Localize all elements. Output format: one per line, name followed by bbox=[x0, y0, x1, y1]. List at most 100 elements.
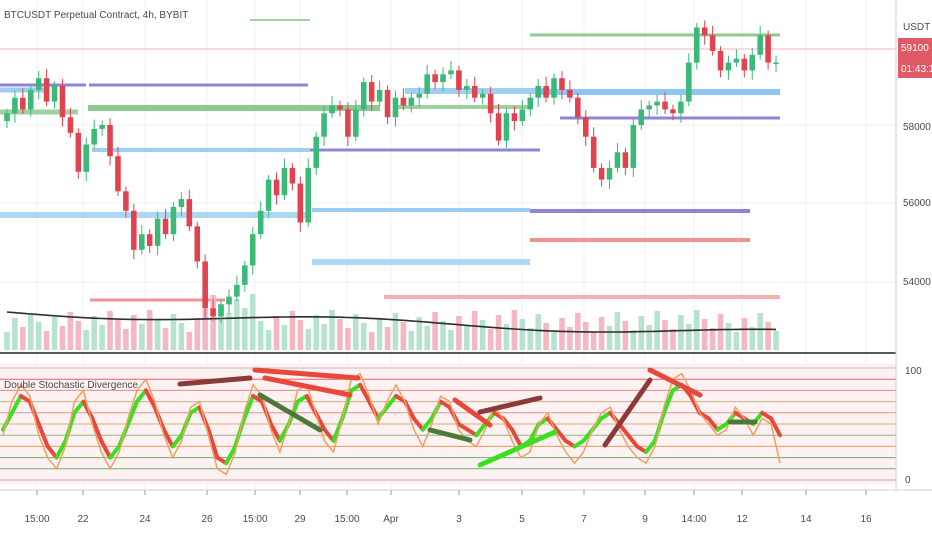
candle[interactable] bbox=[765, 35, 771, 63]
candle[interactable] bbox=[345, 109, 351, 137]
candle[interactable] bbox=[392, 97, 399, 118]
candle[interactable] bbox=[646, 105, 652, 110]
candle[interactable] bbox=[567, 89, 573, 98]
candle[interactable] bbox=[709, 35, 716, 51]
candle[interactable] bbox=[265, 179, 272, 211]
candle[interactable] bbox=[27, 89, 34, 110]
candle[interactable] bbox=[749, 54, 756, 71]
candle[interactable] bbox=[91, 128, 97, 145]
candle[interactable] bbox=[654, 101, 660, 106]
candle[interactable] bbox=[12, 97, 18, 114]
candle[interactable] bbox=[487, 93, 494, 114]
candle[interactable] bbox=[479, 93, 486, 98]
candle[interactable] bbox=[416, 93, 423, 98]
candle[interactable] bbox=[757, 35, 763, 55]
candle[interactable] bbox=[598, 167, 605, 180]
candle[interactable] bbox=[432, 74, 438, 83]
candle[interactable] bbox=[582, 117, 589, 137]
candle[interactable] bbox=[717, 50, 724, 71]
candle[interactable] bbox=[51, 86, 58, 102]
candle[interactable] bbox=[535, 86, 541, 98]
candle[interactable] bbox=[178, 199, 185, 207]
candle[interactable] bbox=[464, 86, 470, 90]
main-pane[interactable]: BTCUSDT Perpetual Contract, 4h, BYBIT bbox=[0, 0, 896, 490]
price-scale[interactable]: USDT 59100 01:43:16 58000 56000 54000 10… bbox=[895, 0, 932, 490]
candle[interactable] bbox=[662, 101, 668, 110]
candle[interactable] bbox=[249, 234, 256, 266]
candle[interactable] bbox=[686, 62, 692, 102]
candle[interactable] bbox=[678, 101, 684, 114]
candle[interactable] bbox=[606, 167, 613, 180]
candle[interactable] bbox=[313, 136, 319, 168]
time-axis[interactable]: 15:00 22 24 26 15:00 29 15:00 Apr 3 5 7 9 14:00 12 14 1… bbox=[0, 489, 932, 550]
candle[interactable] bbox=[218, 304, 224, 317]
candle[interactable] bbox=[83, 144, 90, 172]
candle[interactable] bbox=[360, 82, 367, 110]
candle[interactable] bbox=[305, 167, 312, 223]
candle[interactable] bbox=[511, 113, 518, 122]
candle[interactable] bbox=[471, 86, 478, 98]
candle[interactable] bbox=[408, 97, 415, 106]
candle[interactable] bbox=[400, 97, 407, 106]
candle[interactable] bbox=[59, 86, 66, 118]
candle[interactable] bbox=[210, 308, 216, 317]
candle[interactable] bbox=[20, 97, 26, 110]
candle[interactable] bbox=[353, 109, 359, 137]
candle[interactable] bbox=[123, 191, 129, 211]
candle[interactable] bbox=[297, 183, 304, 223]
candle[interactable] bbox=[138, 234, 145, 250]
candle[interactable] bbox=[614, 152, 621, 168]
candle[interactable] bbox=[424, 74, 430, 94]
candle[interactable] bbox=[107, 125, 113, 157]
candle[interactable] bbox=[329, 105, 335, 114]
candle[interactable] bbox=[257, 210, 264, 235]
candle[interactable] bbox=[440, 74, 446, 83]
candle[interactable] bbox=[43, 78, 50, 102]
candle[interactable] bbox=[551, 78, 557, 98]
candle[interactable] bbox=[384, 89, 391, 118]
candle[interactable] bbox=[162, 218, 169, 235]
candle[interactable] bbox=[289, 167, 296, 184]
candle[interactable] bbox=[448, 70, 454, 75]
candle[interactable] bbox=[559, 78, 565, 90]
candle[interactable] bbox=[670, 109, 676, 114]
candle[interactable] bbox=[543, 86, 549, 98]
candle[interactable] bbox=[630, 125, 637, 168]
candle[interactable] bbox=[503, 113, 510, 141]
candle[interactable] bbox=[4, 113, 10, 122]
candle[interactable] bbox=[67, 117, 74, 133]
candles[interactable] bbox=[4, 20, 779, 324]
candle[interactable] bbox=[741, 58, 748, 71]
candle[interactable] bbox=[131, 210, 137, 250]
candle[interactable] bbox=[527, 97, 534, 110]
candle[interactable] bbox=[226, 296, 232, 305]
candle[interactable] bbox=[519, 109, 526, 122]
indicator-pane[interactable]: Double Stochastic Divergence bbox=[0, 364, 896, 484]
candle[interactable] bbox=[368, 82, 375, 102]
candle[interactable] bbox=[35, 78, 42, 90]
candle[interactable] bbox=[115, 156, 121, 192]
candle[interactable] bbox=[622, 152, 629, 168]
candle[interactable] bbox=[693, 27, 700, 63]
candle[interactable] bbox=[202, 261, 208, 309]
candle[interactable] bbox=[590, 136, 597, 168]
candle[interactable] bbox=[99, 125, 105, 129]
candle[interactable] bbox=[337, 105, 343, 110]
candle[interactable] bbox=[273, 179, 280, 196]
candle[interactable] bbox=[194, 226, 201, 262]
candle[interactable] bbox=[170, 206, 177, 235]
candle[interactable] bbox=[773, 62, 779, 65]
candle[interactable] bbox=[575, 97, 581, 118]
candle[interactable] bbox=[186, 199, 193, 227]
candle[interactable] bbox=[146, 234, 153, 246]
candle[interactable] bbox=[242, 265, 248, 285]
candle[interactable] bbox=[495, 113, 502, 141]
candle[interactable] bbox=[154, 218, 161, 246]
candle[interactable] bbox=[701, 27, 708, 36]
candle[interactable] bbox=[281, 167, 288, 196]
candle[interactable] bbox=[321, 113, 327, 137]
candle[interactable] bbox=[456, 70, 462, 90]
candle[interactable] bbox=[638, 109, 645, 125]
candle[interactable] bbox=[234, 284, 240, 297]
